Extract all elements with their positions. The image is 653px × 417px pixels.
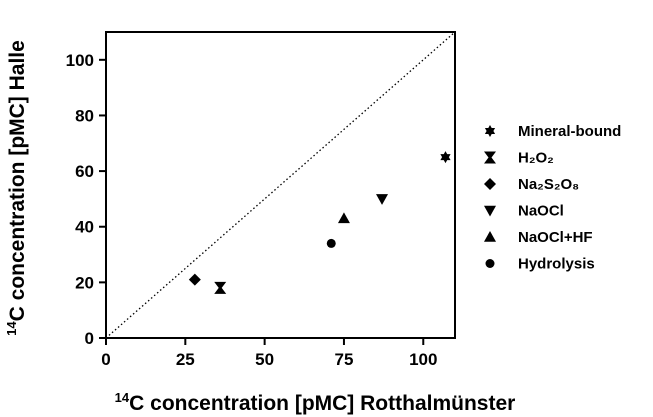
- x-axis-label-text: C concentration [pMC] Rotthalmünster: [129, 392, 515, 415]
- data-point: [326, 238, 336, 248]
- legend-marker: [485, 259, 495, 268]
- y-tick-label: 0: [85, 329, 94, 348]
- plot-border: [105, 31, 456, 339]
- legend-label: Na₂S₂O₈: [518, 176, 579, 193]
- legend-marker: [484, 205, 496, 217]
- legend-label: Mineral-bound: [518, 123, 621, 140]
- one-to-one-line: [105, 31, 456, 339]
- legend-marker: [484, 178, 496, 190]
- legend-label: NaOCl+HF: [518, 229, 593, 246]
- x-tick-label: 25: [176, 350, 195, 369]
- data-point: [188, 273, 201, 286]
- reference-line-layer: [105, 31, 456, 339]
- x-tick-label: 0: [101, 350, 110, 369]
- data-point: [337, 212, 350, 224]
- y-tick-label: 40: [75, 218, 94, 237]
- y-tick-label: 80: [75, 106, 94, 125]
- legend: Mineral-bound H₂O₂ Na₂S₂O₈ NaOCl NaOCl+HF Hyd…: [484, 123, 621, 273]
- plot-area: [105, 31, 456, 339]
- data-point: [440, 151, 451, 164]
- data-point: [214, 281, 227, 294]
- y-axis-label-superscript: 14: [4, 321, 19, 336]
- x-tick-label: 50: [255, 350, 274, 369]
- legend-marker: [484, 151, 496, 164]
- y-tick-label: 60: [75, 162, 94, 181]
- legend-label: NaOCl: [518, 203, 564, 220]
- y-tick-label: 100: [66, 51, 94, 70]
- data-points: [188, 151, 451, 294]
- x-tick-label: 75: [334, 350, 353, 369]
- x-axis-label-superscript: 14: [115, 390, 130, 405]
- y-axis-label-text: C concentration [pMC] Halle: [6, 40, 29, 321]
- x-tick-label: 100: [409, 350, 437, 369]
- legend-marker: [484, 125, 496, 137]
- legend-marker: [484, 231, 496, 242]
- tick-layer: 0 25 50 75 100 0 20 40 60 80 100: [66, 51, 438, 369]
- legend-label: Hydrolysis: [518, 256, 595, 273]
- y-tick-label: 20: [75, 273, 94, 292]
- x-axis-label: 14C concentration [pMC] Rotthalmünster: [115, 390, 516, 415]
- y-axis-label: 14C concentration [pMC] Halle: [4, 40, 29, 336]
- legend-label: H₂O₂: [518, 150, 554, 167]
- data-point: [376, 194, 389, 205]
